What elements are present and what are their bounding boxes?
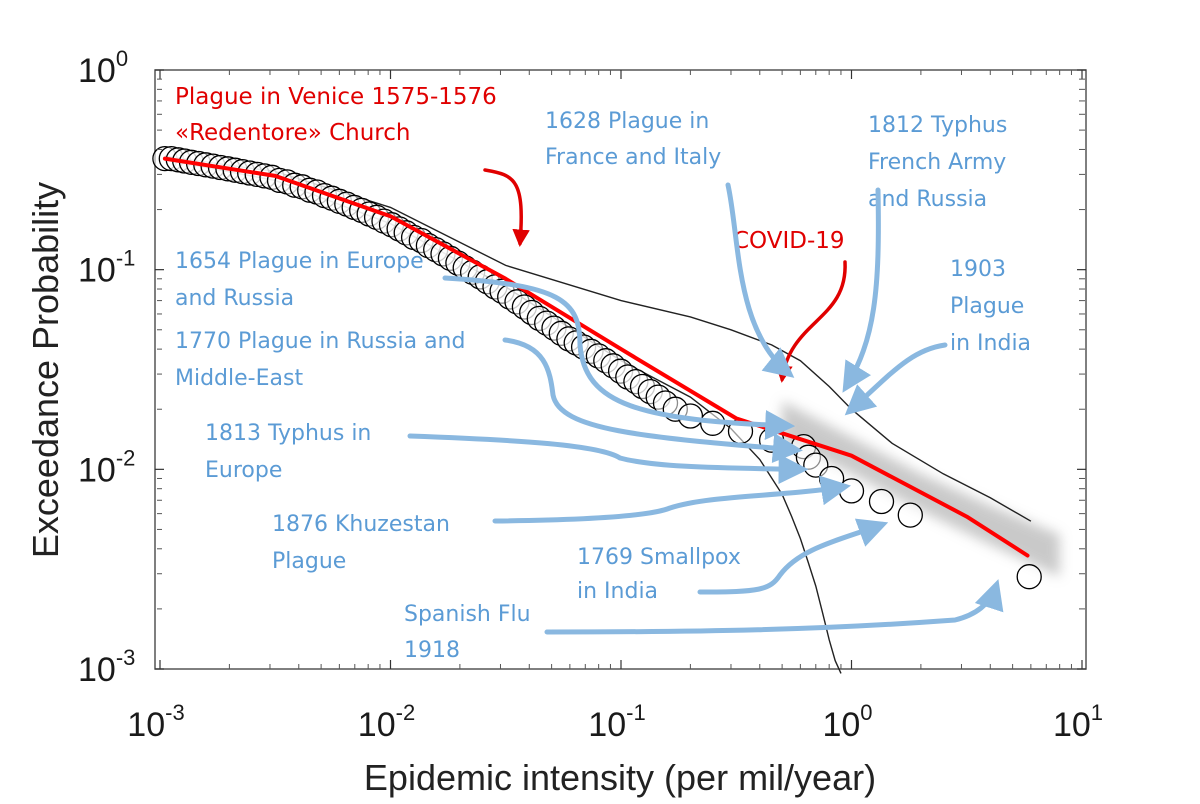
x-axis-title: Epidemic intensity (per mil/year) — [364, 757, 876, 798]
power-law-fit — [162, 156, 1030, 558]
y-tick-label: 10-3 — [78, 645, 135, 689]
x-tick-label: 10-2 — [358, 700, 415, 744]
data-point — [897, 502, 923, 528]
typhus-1812-arrow — [842, 187, 881, 393]
y-axis-title: Exceedance Probability — [25, 182, 66, 558]
spanish-flu-1918-label: Spanish Flu 1918 — [404, 602, 531, 663]
fit-line — [162, 156, 1030, 558]
y-tick-label: 100 — [78, 46, 128, 90]
plague-1903-arrow — [844, 342, 948, 416]
x-tick-label: 10-3 — [127, 700, 184, 744]
plague-1654-arrow — [442, 275, 796, 440]
plague-1903-label: 1903 Plague in India — [950, 257, 1031, 356]
spanish-flu-1918-arrow — [544, 579, 1004, 635]
typhus-1813-label: 1813 Typhus in Europe — [205, 421, 371, 483]
data-point — [868, 488, 895, 515]
plague-1770-arrow — [502, 337, 803, 463]
upper-bound-line — [164, 155, 1032, 522]
khuzestan-1876-arrow — [492, 475, 851, 524]
venice-label: Plague in Venice 1575-1576 «Redentore» Ch… — [175, 84, 497, 146]
khuzestan-1876-label: 1876 Khuzestan Plague — [272, 512, 450, 574]
x-tick-label: 100 — [822, 700, 872, 744]
data-point — [1016, 564, 1042, 590]
event-annotations: Plague in Venice 1575-1576 «Redentore» Ch… — [175, 84, 1031, 663]
plague-1628-label: 1628 Plague in France and Italy — [545, 109, 721, 170]
y-tick-label: 10-2 — [78, 445, 135, 489]
typhus-1813-arrow — [407, 433, 809, 485]
y-tick-label: 10-1 — [78, 246, 135, 290]
data-point — [838, 478, 865, 504]
x-tick-label: 10-1 — [588, 700, 645, 744]
covid-arrow — [775, 260, 847, 383]
axis-ticks: 10-3 10-2 10-1 100 101 100 10-1 10-2 10-3 — [78, 46, 1103, 744]
typhus-1812-label: 1812 Typhus French Army and Russia — [868, 113, 1007, 212]
plague-1628-arrow — [725, 182, 795, 378]
smallpox-1769-arrow — [697, 518, 889, 595]
x-tick-label: 101 — [1053, 700, 1103, 744]
plague-1654-label: 1654 Plague in Europe and Russia — [175, 249, 424, 311]
covid-label: COVID-19 — [733, 228, 845, 254]
plague-1770-label: 1770 Plague in Russia and Middle-East — [175, 329, 465, 391]
venice-arrow — [483, 168, 530, 248]
smallpox-1769-label: 1769 Smallpox in India — [577, 545, 741, 604]
